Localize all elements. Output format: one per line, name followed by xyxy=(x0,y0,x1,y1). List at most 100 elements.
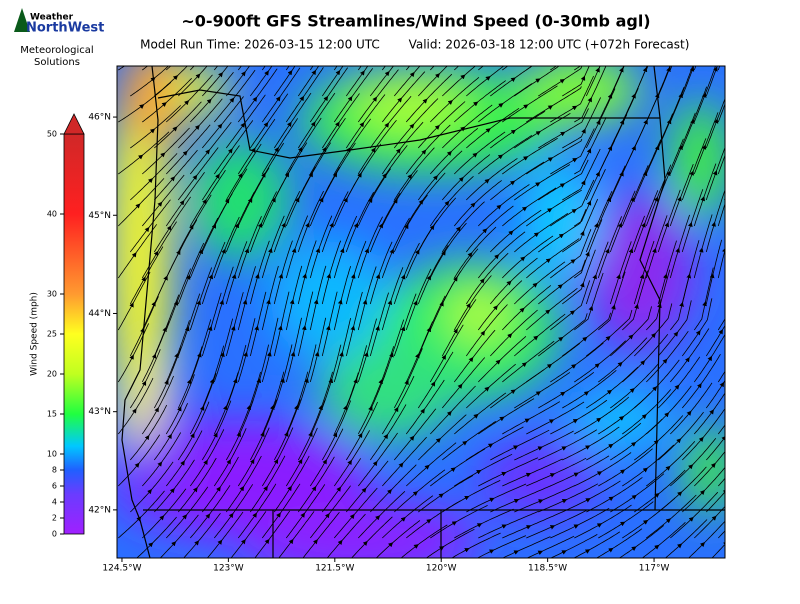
streamline xyxy=(321,371,333,406)
streamline xyxy=(669,138,684,172)
streamline xyxy=(379,491,406,517)
streamline xyxy=(693,86,708,120)
streamline xyxy=(562,336,588,357)
streamline xyxy=(136,542,154,558)
streamline xyxy=(538,213,569,234)
streamline xyxy=(304,291,314,326)
streamline xyxy=(716,97,725,120)
streamline xyxy=(705,66,716,94)
streamline xyxy=(658,384,680,409)
streamline xyxy=(595,241,609,275)
streamline xyxy=(550,208,577,227)
streamline xyxy=(598,521,626,539)
streamline xyxy=(357,147,376,175)
streamline xyxy=(234,241,248,275)
streamline xyxy=(498,231,526,256)
streamline xyxy=(153,433,172,461)
streamline xyxy=(413,66,421,73)
streamline xyxy=(148,404,168,436)
streamline xyxy=(730,489,750,513)
streamline xyxy=(465,228,488,253)
streamline xyxy=(562,445,591,461)
streamline xyxy=(633,273,645,305)
title: ~0-900ft GFS Streamlines/Wind Speed (0-3… xyxy=(181,12,650,31)
streamline xyxy=(139,178,165,205)
y-tick-label: 42°N xyxy=(88,505,111,515)
streamline xyxy=(666,330,689,360)
streamline xyxy=(429,250,446,279)
streamline xyxy=(584,148,601,181)
streamline xyxy=(129,434,150,461)
streamline xyxy=(397,375,415,408)
streamline xyxy=(261,351,272,383)
streamline xyxy=(609,171,624,201)
streamline xyxy=(159,541,177,558)
streamline xyxy=(316,265,327,300)
streamline xyxy=(321,69,341,97)
streamline xyxy=(621,93,636,123)
streamline xyxy=(361,401,378,434)
model-run: Model Run Time: 2026-03-15 12:00 UTC xyxy=(140,38,380,52)
streamline xyxy=(193,401,210,434)
streamline xyxy=(221,511,244,541)
streamline xyxy=(669,144,683,175)
streamline xyxy=(526,105,554,123)
streamline xyxy=(353,240,367,275)
colorbar-tick-label: 25 xyxy=(47,330,57,339)
streamline xyxy=(292,265,303,300)
streamline xyxy=(236,344,247,380)
streamline xyxy=(190,346,203,380)
streamline xyxy=(670,494,697,520)
streamline xyxy=(657,415,684,441)
streamline xyxy=(585,119,601,149)
streamline xyxy=(645,389,672,415)
streamline xyxy=(600,396,630,419)
streamline xyxy=(130,128,156,149)
streamline xyxy=(228,168,248,200)
streamline xyxy=(692,438,717,466)
streamline xyxy=(618,546,637,558)
streamline xyxy=(345,325,356,357)
streamline xyxy=(273,222,286,253)
streamline xyxy=(202,217,219,250)
streamline xyxy=(374,119,397,149)
streamline xyxy=(669,441,696,467)
streamline xyxy=(158,375,174,408)
streamline xyxy=(574,305,594,331)
colorbar-tick-label: 4 xyxy=(52,498,57,507)
streamline xyxy=(741,86,753,119)
streamline xyxy=(418,73,441,97)
streamline xyxy=(773,459,793,488)
streamline xyxy=(693,66,695,68)
streamline xyxy=(393,123,415,149)
streamline xyxy=(454,523,483,539)
streamline xyxy=(402,436,427,464)
streamline xyxy=(429,301,444,331)
streamline xyxy=(742,248,749,278)
streamline xyxy=(244,66,251,73)
streamline xyxy=(542,430,574,448)
streamline xyxy=(693,196,706,227)
streamline xyxy=(691,189,704,223)
streamline xyxy=(754,540,774,564)
streamline xyxy=(588,219,603,253)
streamline xyxy=(645,145,660,175)
streamline xyxy=(345,70,365,97)
streamline xyxy=(417,381,436,409)
streamline xyxy=(141,353,157,383)
streamline xyxy=(357,460,378,487)
streamline xyxy=(285,95,305,123)
streamline xyxy=(730,67,740,96)
streamline xyxy=(619,241,632,275)
streamline xyxy=(526,340,555,364)
streamline xyxy=(183,540,200,558)
streamline xyxy=(717,424,725,435)
streamline xyxy=(730,541,750,564)
streamline xyxy=(382,516,406,539)
streamline xyxy=(693,355,713,383)
colorbar-tick-label: 50 xyxy=(47,130,57,139)
streamline xyxy=(711,333,725,357)
streamline xyxy=(425,124,451,151)
streamline xyxy=(174,149,198,178)
streamline xyxy=(333,351,344,383)
